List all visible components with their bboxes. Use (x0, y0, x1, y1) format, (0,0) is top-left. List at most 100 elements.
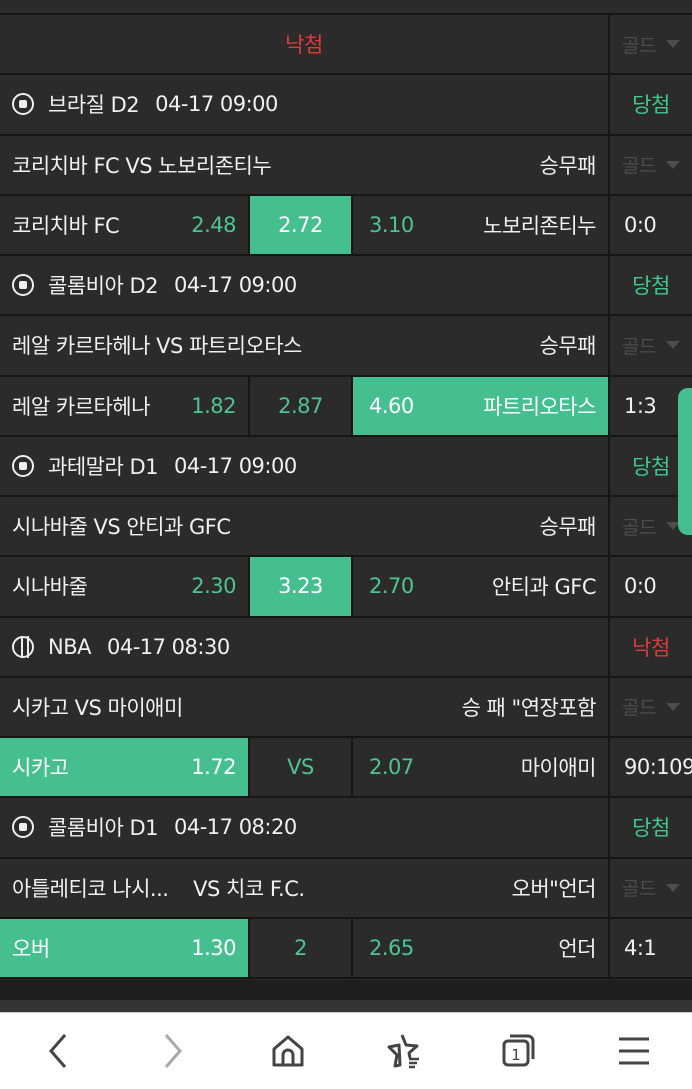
home-option[interactable]: 코리치바 FC 2.48 (0, 195, 250, 254)
home-odd: 2.30 (191, 574, 236, 599)
match-cell: 레알 카르타헤나 VS 파트리오타스 승무패 (0, 316, 610, 375)
score: 1:3 (624, 393, 657, 418)
list-end (0, 980, 692, 1012)
away-odd: 2.70 (369, 574, 414, 599)
away-odd: 2.65 (369, 935, 414, 960)
draw-option[interactable]: VS (250, 738, 353, 797)
result-badge: 당첨 (632, 93, 670, 118)
draw-option[interactable]: 2.87 (250, 376, 353, 435)
draw-option[interactable]: 2 (250, 918, 353, 977)
gold-dropdown[interactable]: 골드 (610, 316, 692, 374)
home-option[interactable]: 레알 카르타헤나 1.82 (0, 376, 250, 435)
match-title: 아틀레티코 나시... VS 치코 F.C. (12, 876, 305, 901)
top-strip (0, 0, 692, 15)
home-option[interactable]: 오버 1.30 (0, 918, 250, 977)
soccer-ball-icon (12, 454, 34, 477)
away-team: 마이애미 (520, 756, 597, 781)
market-type: 승무패 (539, 334, 597, 359)
away-option[interactable]: 3.10 노보리존티누 (353, 195, 610, 254)
gold-dropdown[interactable]: 골드 (610, 136, 692, 194)
gold-label: 골드 (622, 335, 656, 358)
side-floating-tab[interactable] (678, 388, 692, 535)
match-row: 레알 카르타헤나 VS 파트리오타스 승무패 골드 (0, 316, 692, 377)
home-team: 코리치바 FC (12, 213, 120, 238)
league-cell: 과테말라 D1 04-17 09:00 (0, 436, 610, 495)
bet-list: 브라질 D2 04-17 09:00 당첨 코리치바 FC VS 노보리존티누 승무패 골… (0, 75, 692, 979)
forward-icon[interactable] (143, 1026, 203, 1076)
away-option[interactable]: 2.70 안티과 GFC (353, 557, 610, 616)
gold-label: 골드 (622, 516, 656, 539)
gold-dropdown[interactable]: 골드 (610, 497, 692, 555)
score: 0:0 (624, 212, 657, 237)
home-team: 시카고 (12, 756, 69, 781)
odds-row: 오버 1.30 2 2.65 언더 4:1 (0, 918, 692, 979)
result-badge: 낙첨 (632, 635, 670, 660)
league-row: 콜롬비아 D1 04-17 08:20 당첨 (0, 798, 692, 859)
tabs-icon[interactable]: 1 (489, 1026, 549, 1076)
match-cell: 코리치바 FC VS 노보리존티누 승무패 (0, 135, 610, 194)
gold-label: 골드 (622, 155, 656, 178)
market-type: 승 패 "연장포함 (461, 695, 597, 720)
draw-odd: 2.72 (278, 212, 323, 237)
league-name: 콜롬비아 D1 (48, 816, 159, 841)
draw-odd: 2 (294, 935, 307, 960)
chevron-down-icon (665, 40, 680, 49)
match-cell: 아틀레티코 나시... VS 치코 F.C. 오버"언더 (0, 858, 610, 917)
away-team: 파트리오타스 (483, 394, 596, 419)
match-time: 04-17 09:00 (174, 273, 297, 298)
league-row: 브라질 D2 04-17 09:00 당첨 (0, 75, 692, 136)
home-option[interactable]: 시나바줄 2.30 (0, 557, 250, 616)
match-row: 시나바줄 VS 안티과 GFC 승무패 골드 (0, 497, 692, 558)
match-title: 시카고 VS 마이애미 (12, 695, 183, 720)
draw-odd: 3.23 (278, 574, 323, 599)
league-cell: 콜롬비아 D1 04-17 08:20 (0, 798, 610, 857)
gold-dropdown[interactable]: 골드 (610, 15, 692, 73)
odds-row: 코리치바 FC 2.48 2.72 3.10 노보리존티누 0:0 (0, 195, 692, 256)
odds-row: 시카고 1.72 VS 2.07 마이애미 90:109 (0, 738, 692, 799)
menu-icon[interactable] (604, 1026, 664, 1076)
league-cell: 브라질 D2 04-17 09:00 (0, 75, 610, 134)
market-type: 오버"언더 (511, 876, 597, 901)
score: 90:109 (624, 755, 692, 780)
league-row: NBA 04-17 08:30 낙첨 (0, 617, 692, 678)
away-team: 언더 (558, 936, 596, 961)
market-type: 승무패 (539, 515, 597, 540)
home-odd: 2.48 (191, 212, 236, 237)
away-team: 안티과 GFC (491, 575, 597, 600)
market-type: 승무패 (539, 153, 597, 178)
league-name: NBA (48, 634, 91, 659)
bookmarks-icon[interactable] (374, 1026, 434, 1076)
soccer-ball-icon (12, 274, 34, 297)
league-cell: 콜롬비아 D2 04-17 09:00 (0, 256, 610, 315)
gold-dropdown[interactable]: 골드 (610, 678, 692, 736)
match-time: 04-17 08:20 (174, 815, 297, 840)
away-option[interactable]: 2.65 언더 (353, 918, 610, 977)
league-name: 브라질 D2 (48, 93, 140, 118)
home-odd: 1.30 (191, 935, 236, 960)
league-cell: NBA 04-17 08:30 (0, 617, 610, 676)
gold-label: 골드 (622, 878, 656, 901)
tab-count: 1 (511, 1046, 521, 1064)
gold-label: 골드 (622, 34, 656, 57)
league-row: 콜롬비아 D2 04-17 09:00 당첨 (0, 256, 692, 317)
away-odd: 3.10 (369, 212, 414, 237)
away-odd: 2.07 (369, 755, 414, 780)
score: 0:0 (624, 574, 657, 599)
away-option[interactable]: 4.60 파트리오타스 (353, 376, 610, 435)
home-team: 오버 (12, 936, 50, 961)
home-icon[interactable] (258, 1026, 318, 1076)
back-icon[interactable] (28, 1026, 88, 1076)
home-team: 레알 카르타헤나 (12, 394, 150, 419)
draw-option[interactable]: 3.23 (250, 557, 353, 616)
match-time: 04-17 08:30 (106, 634, 230, 659)
gold-label: 골드 (622, 697, 656, 720)
match-time: 04-17 09:00 (174, 453, 297, 478)
away-option[interactable]: 2.07 마이애미 (353, 738, 610, 797)
basketball-ball-icon (12, 635, 34, 658)
home-option[interactable]: 시카고 1.72 (0, 738, 250, 797)
match-time: 04-17 09:00 (155, 92, 278, 117)
gold-dropdown[interactable]: 골드 (610, 859, 692, 917)
draw-odd: VS (287, 755, 314, 780)
home-team: 시나바줄 (12, 575, 88, 600)
draw-option[interactable]: 2.72 (250, 195, 353, 254)
